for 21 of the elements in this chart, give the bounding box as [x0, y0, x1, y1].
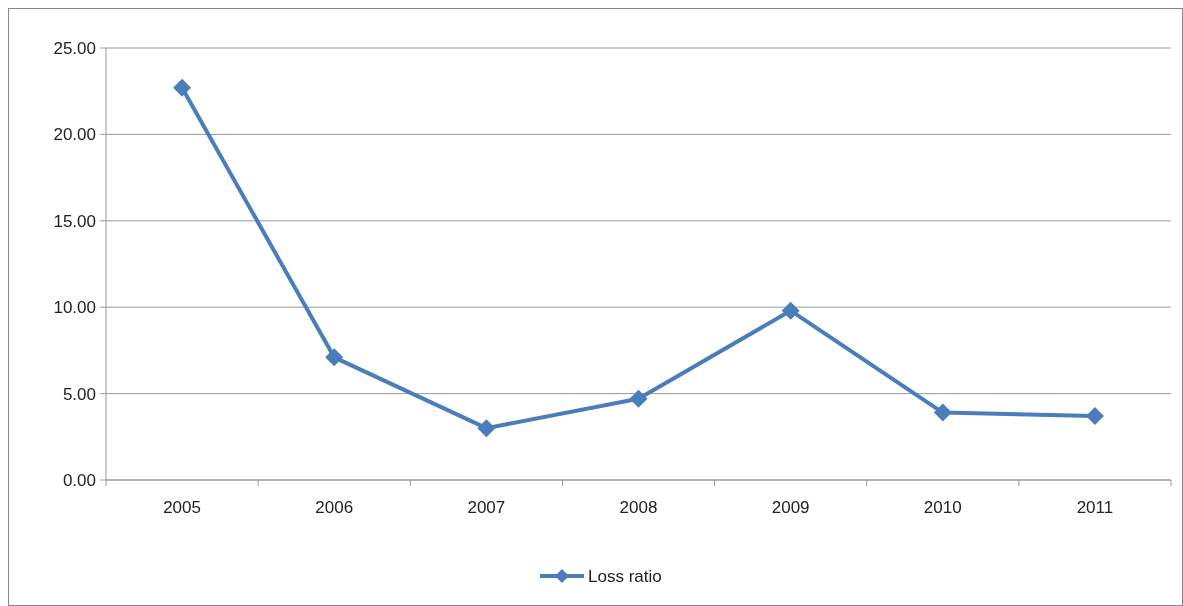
x-tick-label: 2005: [163, 498, 201, 517]
y-tick-label: 20.00: [53, 125, 96, 145]
point: [477, 419, 496, 438]
point: [325, 348, 344, 367]
x-tick-label: 2010: [923, 498, 962, 517]
y-tick-label: 10.00: [53, 298, 96, 318]
x-tick-label: 2009: [771, 498, 810, 517]
legend-label: Loss ratio: [588, 566, 662, 586]
y-tick-label: 15.00: [53, 211, 96, 231]
y-tick-label: 25.00: [53, 38, 96, 58]
y-tick-label: 5.00: [62, 384, 96, 404]
y-tick-label: 0.00: [62, 470, 96, 490]
x-tick-label: 2006: [315, 498, 354, 517]
point: [933, 403, 952, 422]
point: [781, 301, 800, 320]
point: [629, 389, 648, 408]
x-tick-label: 2008: [619, 498, 658, 517]
point: [173, 78, 192, 97]
point: [1085, 407, 1104, 426]
x-tick-label: 2007: [467, 498, 506, 517]
x-tick-label: 2011: [1076, 498, 1114, 517]
